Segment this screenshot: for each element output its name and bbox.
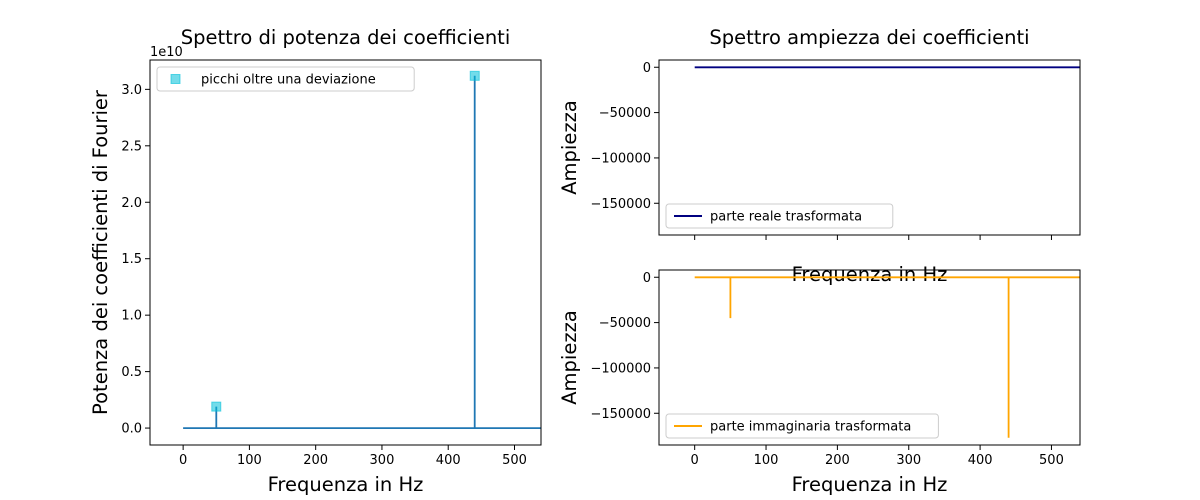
y-tick-label: 0.0 <box>121 422 142 437</box>
legend: picchi oltre una deviazione <box>156 66 415 92</box>
y-tick-label: −100000 <box>590 151 651 166</box>
y-tick-label: −150000 <box>590 197 651 212</box>
x-tick-label: 200 <box>825 453 850 468</box>
legend: parte immaginaria trasformata <box>665 413 939 439</box>
y-offset-label: 1e10 <box>150 45 183 60</box>
peak-marker <box>469 70 480 81</box>
x-tick-label: 300 <box>896 453 921 468</box>
x-tick-label: 0 <box>691 453 699 468</box>
y-axis-label: Ampiezza <box>558 100 581 195</box>
legend-label: picchi oltre una deviazione <box>201 73 376 88</box>
y-tick-label: 0.5 <box>121 365 142 380</box>
x-axis-label: Frequenza in Hz <box>792 473 948 496</box>
series-line <box>183 75 541 430</box>
y-tick-label: 2.5 <box>121 139 142 154</box>
x-tick-label: 500 <box>502 453 527 468</box>
x-tick-label: 400 <box>968 453 993 468</box>
y-tick-label: −50000 <box>599 316 651 331</box>
axes-frame <box>658 59 1081 236</box>
legend-box <box>665 203 894 229</box>
legend-label: parte immaginaria trasformata <box>710 420 911 435</box>
legend: parte reale trasformata <box>665 203 894 229</box>
peak-marker <box>211 401 222 412</box>
y-tick-label: 0 <box>643 61 651 76</box>
y-tick-label: 0 <box>643 271 651 286</box>
legend-box <box>665 413 939 439</box>
series-line <box>694 276 1080 438</box>
x-tick-label: 400 <box>436 453 461 468</box>
power-spectrum-plot: Spettro di potenza dei coefficienti Frequ… <box>89 26 542 496</box>
y-tick-label: −100000 <box>590 361 651 376</box>
chart-title: Spettro ampiezza dei coefficienti <box>709 26 1029 49</box>
y-tick-label: 2.0 <box>121 196 142 211</box>
y-tick-label: −150000 <box>590 407 651 422</box>
x-axis-label: Frequenza in Hz <box>268 473 424 496</box>
axes-frame <box>149 59 542 446</box>
legend-marker <box>170 74 181 84</box>
axes-frame <box>658 269 1081 446</box>
x-tick-label: 100 <box>237 453 262 468</box>
y-axis-label: Ampiezza <box>558 310 581 405</box>
legend-box <box>156 66 415 92</box>
x-tick-label: 300 <box>370 453 395 468</box>
legend-label: parte reale trasformata <box>710 210 862 225</box>
x-tick-label: 0 <box>179 453 187 468</box>
y-tick-label: 1.0 <box>121 309 142 324</box>
x-tick-label: 100 <box>754 453 779 468</box>
x-tick-label: 500 <box>1039 453 1064 468</box>
chart-title: Spettro di potenza dei coefficienti <box>181 26 511 49</box>
y-tick-label: 3.0 <box>121 83 142 98</box>
real-amplitude-plot: Spettro ampiezza dei coefficienti Frequen… <box>558 26 1081 286</box>
imaginary-amplitude-plot: Frequenza in Hz Ampiezza 0 100 200 300 400 500 0… <box>558 269 1081 496</box>
y-tick-label: 1.5 <box>121 252 142 267</box>
y-axis-label: Potenza dei coefficienti di Fourier <box>89 89 112 415</box>
x-tick-label: 200 <box>303 453 328 468</box>
y-tick-label: −50000 <box>599 106 651 121</box>
x-axis-label: Frequenza in Hz <box>792 263 948 286</box>
